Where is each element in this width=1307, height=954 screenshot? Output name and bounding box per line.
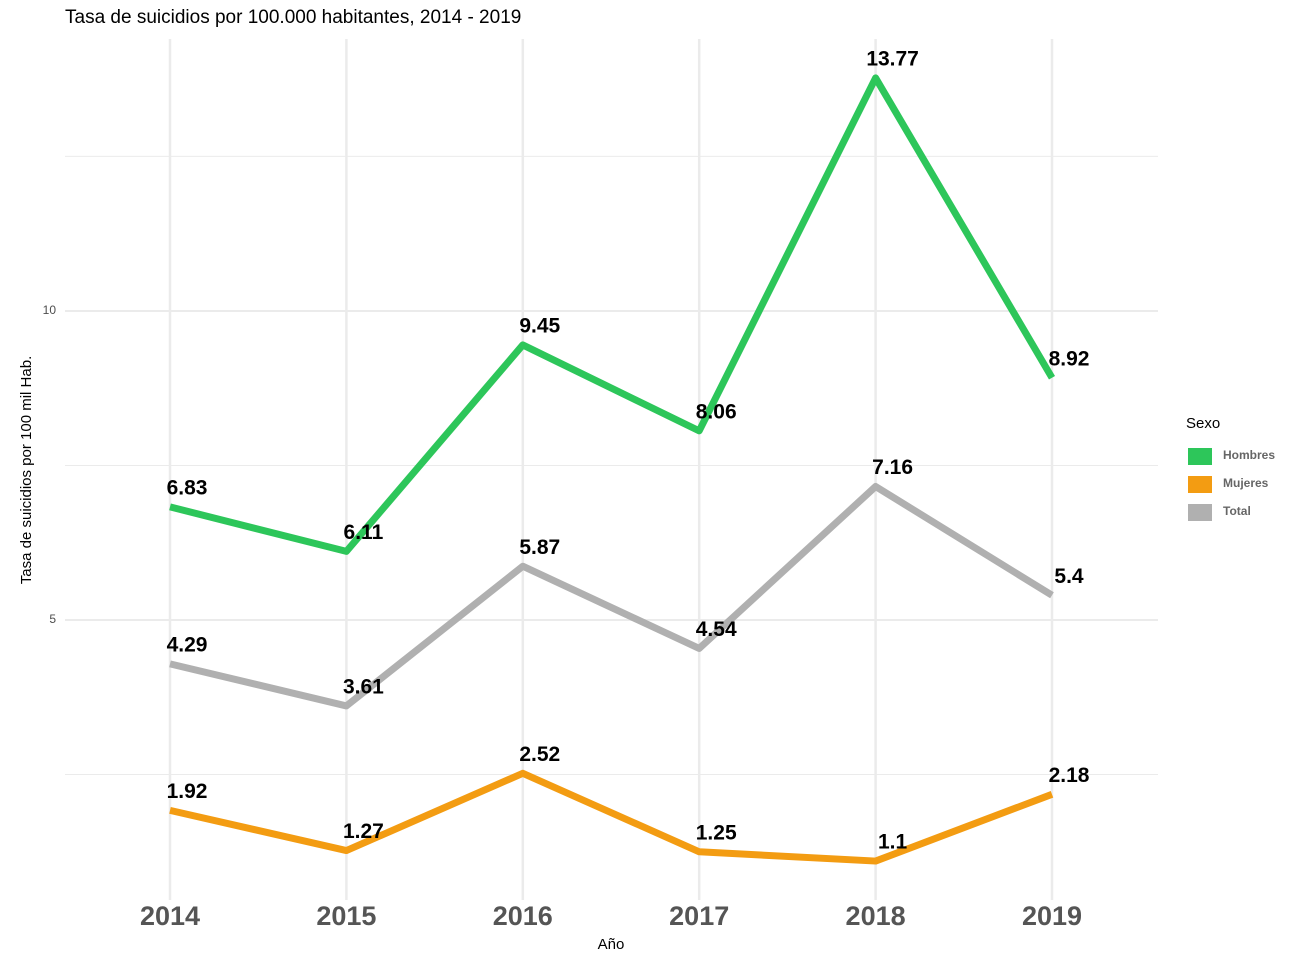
legend-key (1188, 476, 1212, 493)
data-label: 13.77 (866, 47, 919, 70)
data-label: 7.16 (872, 456, 913, 479)
data-label: 3.61 (343, 675, 384, 698)
data-label: 5.4 (1054, 565, 1084, 588)
y-axis-label: Tasa de suicidios por 100 mil Hab. (18, 356, 35, 584)
y-tick-label: 10 (43, 303, 57, 317)
data-label: 1.1 (878, 831, 908, 854)
legend-title: Sexo (1186, 415, 1220, 432)
x-tick-label: 2016 (493, 901, 553, 931)
series-line (169, 74, 1056, 555)
legend-key (1188, 448, 1212, 465)
data-label: 8.06 (696, 400, 737, 423)
data-label: 4.54 (696, 618, 737, 641)
data-label: 1.25 (696, 821, 737, 844)
legend-label: Total (1223, 504, 1251, 518)
legend-key (1188, 504, 1212, 521)
series-line (169, 482, 1054, 710)
x-tick-label: 2017 (669, 901, 729, 931)
data-label: 9.45 (519, 315, 560, 338)
x-tick-label: 2019 (1022, 901, 1082, 931)
data-label: 6.83 (167, 476, 208, 499)
data-label: 6.11 (344, 521, 384, 544)
data-label: 5.87 (519, 536, 560, 559)
series-line (169, 769, 1054, 865)
legend-label: Hombres (1223, 448, 1275, 462)
data-label: 4.29 (167, 633, 208, 656)
data-label: 2.52 (519, 743, 560, 766)
data-label: 1.92 (167, 780, 208, 803)
chart-title: Tasa de suicidios por 100.000 habitantes… (65, 7, 521, 28)
data-label: 1.27 (343, 820, 384, 843)
x-tick-label: 2018 (846, 901, 906, 931)
data-label: 8.92 (1049, 347, 1090, 370)
data-label: 2.18 (1049, 764, 1090, 787)
y-tick-label: 5 (49, 612, 56, 626)
legend-label: Mujeres (1223, 476, 1269, 490)
x-tick-label: 2014 (140, 901, 200, 931)
x-tick-label: 2015 (316, 901, 376, 931)
x-axis-label: Año (598, 936, 625, 953)
